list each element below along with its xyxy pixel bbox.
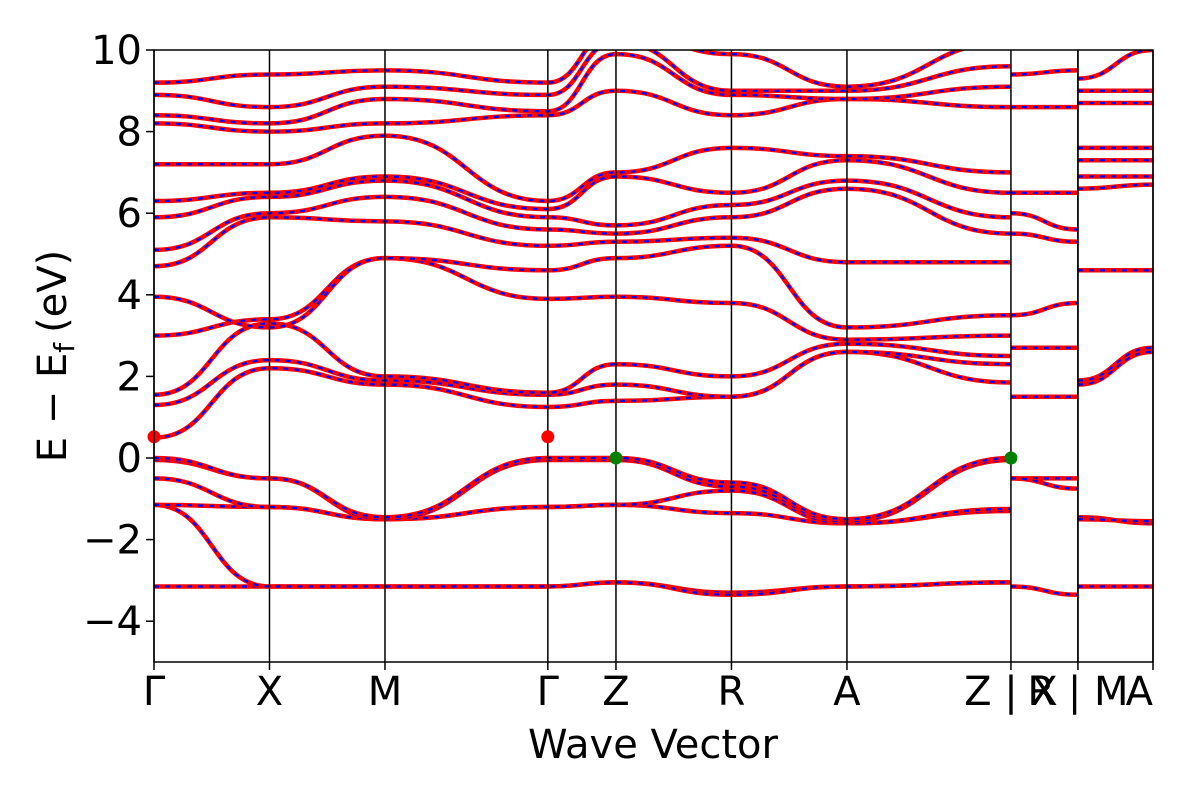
band-line-spin-down	[154, 50, 1011, 109]
band-line-spin-up	[1077, 349, 1153, 387]
band-line-spin-down	[154, 187, 1011, 251]
band-edge-marker	[1004, 451, 1018, 465]
band-line-spin-up	[1077, 50, 1153, 81]
x-tick-label: Z | X	[964, 669, 1058, 715]
y-tick-label: 10	[91, 28, 142, 74]
plot-frame	[153, 49, 1154, 663]
x-tick-label: R	[718, 669, 746, 715]
band-line-spin-down	[1010, 212, 1078, 231]
x-tick-label: R | M	[1027, 669, 1128, 715]
y-tick-label: 4	[117, 273, 142, 319]
band-edge-marker	[609, 451, 623, 465]
x-tick-label: Γ	[143, 669, 166, 715]
y-tick-label: 2	[117, 354, 142, 400]
y-tick-label: 6	[117, 191, 142, 237]
x-tick-label: A	[833, 669, 861, 715]
band-edge-marker	[541, 430, 555, 444]
x-tick-label: M	[368, 669, 403, 715]
y-axis-ticks: −4 −2 0 2 4 6 8 10	[83, 28, 154, 645]
band-line-spin-down	[1077, 183, 1153, 190]
band-line-spin-up	[154, 215, 1011, 269]
x-tick-label: Γ	[537, 669, 560, 715]
y-tick-label: −2	[83, 518, 142, 564]
band-line-spin-down	[1010, 477, 1078, 490]
band-line-spin-down	[1010, 585, 1078, 596]
y-axis-label-main: E − E	[30, 353, 76, 463]
y-tick-label: 0	[117, 436, 142, 482]
x-tick-label: Z	[602, 669, 629, 715]
y-axis-label-unit: (eV)	[30, 250, 76, 333]
band-line-spin-down	[1010, 301, 1078, 317]
band-edge-markers	[147, 430, 1018, 465]
band-line-spin-down	[154, 256, 1011, 341]
band-line-spin-down	[1010, 232, 1078, 243]
y-axis-label-subscript: f	[48, 342, 81, 353]
x-tick-label: A	[1126, 669, 1154, 715]
band-line-spin-down	[154, 350, 1011, 407]
band-line-spin-up	[154, 243, 1011, 330]
band-line-spin-up	[1077, 345, 1153, 383]
x-axis-label: Wave Vector	[528, 722, 779, 768]
y-tick-label: −4	[83, 599, 142, 645]
y-tick-label: 8	[117, 110, 142, 156]
band-line-spin-down	[154, 322, 1011, 396]
band-line-spin-down	[1010, 69, 1078, 76]
y-axis-label: E − Ef (eV)	[30, 250, 81, 463]
band-line-spin-down	[1077, 518, 1153, 523]
x-tick-label: X	[256, 669, 283, 715]
